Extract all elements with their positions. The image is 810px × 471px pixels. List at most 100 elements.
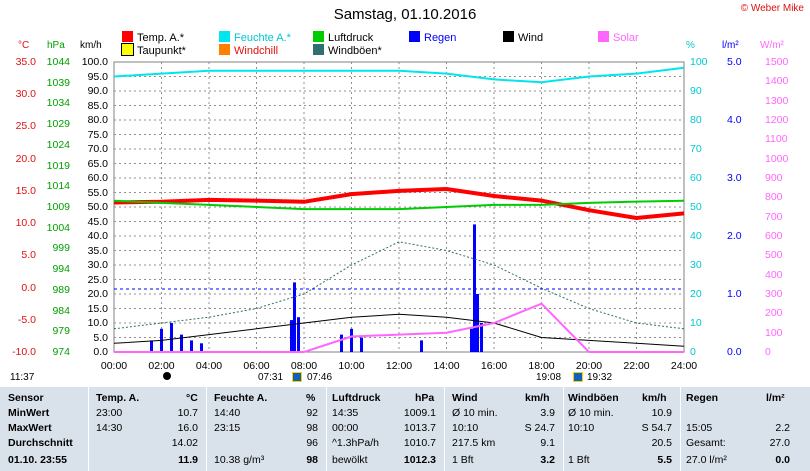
- stats-cell-wind: Ø 10 min.: [452, 407, 498, 419]
- stats-header-rain: Regen: [686, 392, 719, 404]
- rain-bar: [360, 337, 363, 352]
- stats-cell-rain: 15:05: [686, 422, 713, 434]
- hpa-tick: 984: [52, 304, 70, 317]
- temp-tick: 30.0: [15, 88, 36, 101]
- rain-bar: [293, 282, 296, 352]
- legend-label: Windchill: [234, 45, 279, 57]
- stats-header-wind-unit: km/h: [525, 392, 550, 404]
- kmh-tick: 100.0: [81, 56, 108, 68]
- rain-tick: 3.0: [727, 172, 742, 184]
- stats-value-press: 1010.7: [403, 437, 436, 449]
- series-line: [113, 186, 685, 221]
- kmh-tick: 65.0: [87, 157, 108, 170]
- moon-icon: [163, 372, 171, 380]
- x-tick: 12:00: [385, 360, 413, 372]
- hpa-tick: 1044: [46, 56, 70, 68]
- solar-tick: 1000: [765, 152, 789, 165]
- hpa-tick: 1019: [46, 159, 70, 172]
- solar-tick: 1100: [765, 133, 788, 146]
- stats-value-gust: 20.5: [651, 437, 672, 449]
- sunset-icon: [573, 372, 583, 382]
- stats-cell-hum: 23:15: [214, 422, 241, 434]
- hpa-tick: 1024: [46, 138, 70, 151]
- stats-cell-rain: 27.0 l/m²: [686, 454, 727, 466]
- rain-bars: [150, 224, 483, 352]
- legend-wind: Wind: [503, 31, 543, 44]
- stats-header-sensor: Sensor: [8, 392, 44, 404]
- legend-solar: Solar: [598, 31, 639, 44]
- stats-value-gust: 5.5: [657, 454, 672, 466]
- x-tick: 14:00: [433, 360, 460, 372]
- solar-tick: 400: [765, 268, 783, 281]
- solar-tick: 200: [765, 307, 783, 320]
- stats-cell-press: ^1.3hPa/h: [332, 437, 379, 449]
- legend-humidity: Feuchte A.*: [219, 31, 291, 44]
- stats-cell-hum: 14:40: [214, 407, 241, 419]
- stats-header-temp: Temp. A.: [96, 392, 140, 404]
- stats-cell-press: 00:00: [332, 422, 359, 434]
- stats-cell-gust: 10:10: [568, 422, 595, 434]
- stats-value-rain: 27.0: [769, 437, 790, 449]
- unit-temp: °C: [18, 40, 30, 51]
- stats-cell-wind: 10:10: [452, 422, 479, 434]
- x-tick: 20:00: [575, 360, 603, 372]
- hum-tick: 0: [690, 346, 696, 358]
- stats-header-gust: Windböen: [568, 392, 619, 404]
- rain-bar: [150, 340, 153, 352]
- rain-bar: [340, 334, 343, 352]
- kmh-tick: 80.0: [87, 114, 108, 126]
- solar-tick: 300: [765, 288, 783, 300]
- x-tick: 16:00: [480, 360, 508, 372]
- stats-header-gust-unit: km/h: [642, 392, 667, 404]
- stats-cell-temp: 14:30: [96, 422, 123, 434]
- rain-bar: [350, 328, 353, 352]
- x-tick: 18:00: [528, 360, 555, 372]
- temp-tick: 20.0: [15, 152, 36, 165]
- legend-pressure: Luftdruck: [313, 31, 373, 44]
- legend-label: Taupunkt*: [137, 45, 186, 57]
- stats-value-temp: 16.0: [177, 422, 198, 434]
- kmh-tick: 0.0: [93, 346, 108, 358]
- stats-header-temp-unit: °C: [186, 392, 198, 404]
- sunset-time-2: 19:32: [587, 372, 613, 383]
- stats-cell-wind: 217.5 km: [452, 437, 496, 449]
- stats-cell-rain: Gesamt:: [686, 437, 726, 449]
- hum-tick: 30: [690, 259, 702, 271]
- kmh-tick: 90.0: [87, 85, 108, 97]
- stats-cell-press: bewölkt: [332, 454, 368, 466]
- temp-tick: 15.0: [15, 184, 36, 197]
- hpa-tick: 1039: [46, 76, 70, 89]
- stats-value-wind: 3.2: [540, 454, 555, 466]
- rain-bar: [420, 340, 423, 352]
- solar-tick: 800: [765, 191, 783, 204]
- rain-bar: [170, 323, 173, 352]
- kmh-tick: 75.0: [87, 128, 108, 141]
- stats-row-label: MaxWert: [8, 422, 52, 434]
- stats-cell-temp: 23:00: [96, 407, 123, 419]
- kmh-tick: 70.0: [87, 143, 108, 155]
- stats-value-temp: 14.02: [171, 437, 198, 449]
- stats-cell-gust: Ø 10 min.: [568, 407, 614, 419]
- rain-tick: 5.0: [727, 56, 742, 68]
- kmh-tick: 95.0: [87, 70, 108, 83]
- rain-bar: [473, 224, 476, 352]
- rain-bar: [476, 294, 479, 352]
- stats-header-rain-unit: l/m²: [766, 392, 785, 404]
- stats-cell-hum: 10.38 g/m³: [214, 454, 265, 466]
- stats-row-label: MinWert: [8, 407, 50, 419]
- temp-tick: -10.0: [12, 346, 36, 358]
- series-line: [113, 199, 685, 211]
- kmh-tick: 55.0: [87, 186, 108, 199]
- kmh-tick: 40.0: [87, 230, 108, 242]
- x-tick: 10:00: [338, 360, 365, 372]
- temp-tick: 35.0: [15, 56, 36, 68]
- stats-cell-press: 14:35: [332, 407, 359, 419]
- sunrise-time: 07:31: [258, 372, 284, 383]
- stats-value-hum: 92: [306, 407, 318, 419]
- rain-tick: 1.0: [727, 288, 742, 300]
- stats-header-hum-unit: %: [306, 392, 316, 404]
- sun-time-left: 11:37: [10, 372, 35, 383]
- legend-label: Regen: [424, 32, 457, 44]
- hpa-tick: 1034: [46, 97, 70, 110]
- series-lines: [113, 66, 685, 353]
